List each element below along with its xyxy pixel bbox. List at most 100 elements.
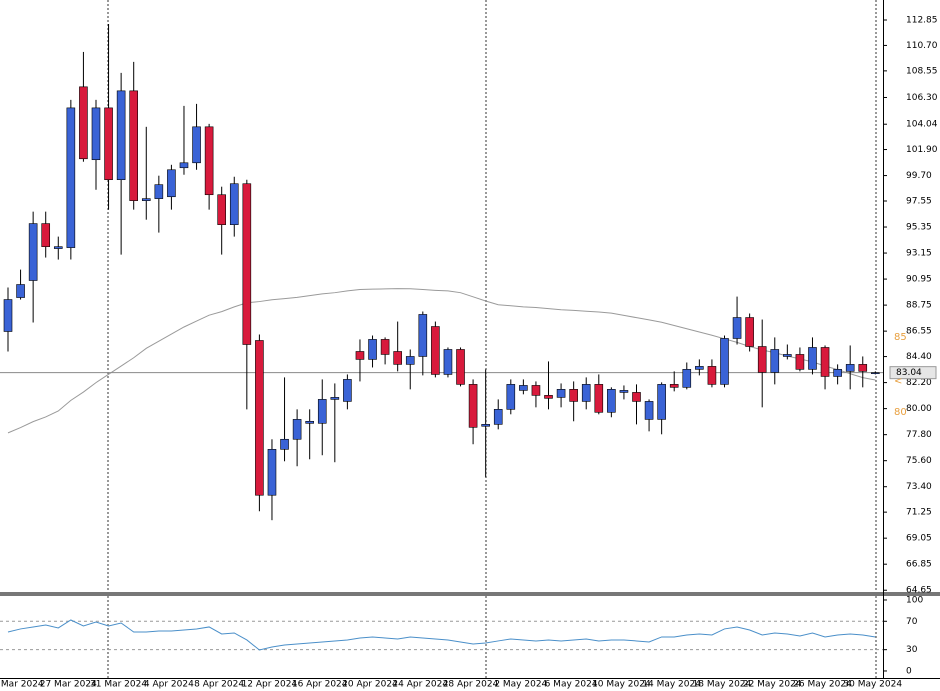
y-tick-label: 95.35 (906, 223, 932, 233)
y-tick-label: 110.70 (906, 41, 938, 51)
candle-body (732, 317, 742, 339)
candle-body (657, 384, 666, 420)
y-tick-label: 100 (906, 595, 923, 605)
candle-body (393, 351, 402, 365)
candle-body (757, 346, 767, 373)
candle-body (707, 366, 717, 385)
candle-body (280, 438, 289, 450)
candle-body (443, 349, 453, 375)
x-tick-label: 2 May 2024 (494, 680, 547, 690)
candle-body (217, 194, 226, 225)
candle-body (644, 401, 654, 420)
candle-body (833, 369, 842, 377)
y-tick-label: 77.80 (906, 430, 932, 440)
candle-body (619, 390, 629, 393)
candle-body (632, 392, 641, 402)
y-tick-label: 97.55 (906, 197, 932, 207)
y-tick-label: 0 (906, 666, 912, 676)
candle-body (871, 372, 880, 374)
candle-body (669, 384, 679, 388)
x-tick-label: 4 Apr 2024 (144, 680, 194, 690)
candle-body (104, 107, 113, 181)
candle-body (16, 284, 25, 298)
candle-body (506, 384, 516, 410)
candle-body (66, 107, 76, 248)
candle-body (418, 314, 428, 357)
candle-body (343, 379, 352, 402)
x-tick-label: 18 May 2024 (693, 680, 752, 690)
candle-body (431, 326, 440, 375)
candle-body (594, 384, 604, 413)
candle-body (317, 399, 327, 424)
y-tick-label: 104.04 (906, 120, 938, 130)
y-tick-label: 73.40 (906, 482, 932, 492)
candle-body (531, 385, 541, 396)
candle-body (695, 366, 704, 370)
candle-body (519, 385, 528, 391)
y-tick-label: 101.90 (906, 145, 938, 155)
candle-body (129, 90, 138, 201)
y-tick-label: 108.55 (906, 66, 938, 76)
candle-body (179, 162, 189, 169)
candle-body (3, 299, 13, 332)
x-tick-label: 28 Apr 2024 (443, 680, 499, 690)
candle-body (770, 349, 780, 373)
candle-body (154, 184, 164, 199)
y-tick-label: 112.85 (906, 15, 938, 25)
moving-average (7, 288, 876, 434)
candle-body (556, 389, 566, 398)
candle-body (581, 384, 591, 402)
candle-body (745, 317, 754, 347)
last-price-box (889, 366, 937, 380)
candle-body (544, 395, 553, 399)
candle-body (305, 420, 314, 424)
candle-body (141, 198, 151, 201)
x-tick-label: 14 May 2024 (642, 680, 701, 690)
candle-body (783, 354, 792, 357)
panel-separator (0, 592, 940, 596)
candle-body (468, 384, 478, 428)
candle-body (493, 409, 503, 425)
candle-body (229, 183, 239, 225)
y-tick-label: 66.85 (906, 560, 932, 570)
y-tick-label: 84.40 (906, 352, 932, 362)
x-tick-label: 10 May 2024 (592, 680, 651, 690)
candle-body (53, 246, 63, 249)
x-tick-label: 6 May 2024 (545, 680, 598, 690)
candle-body (845, 364, 855, 372)
x-tick-label: 12 Apr 2024 (242, 680, 298, 690)
candle-body (368, 339, 377, 360)
y-tick-label: 106.30 (906, 93, 938, 103)
y-tick-label: 70 (906, 617, 918, 627)
y-tick-label: 71.25 (906, 508, 932, 518)
y-tick-label: 99.70 (906, 171, 932, 181)
candle-body (167, 169, 176, 198)
y-tick-label: 64.65 (906, 586, 932, 596)
x-tick-label: 3 Mar 2024 (0, 680, 44, 690)
x-tick-label: 20 Apr 2024 (342, 680, 398, 690)
y-tick-label: 88.75 (906, 301, 932, 311)
candle-body (795, 354, 805, 370)
candle-body (255, 340, 264, 496)
x-tick-label: 24 Apr 2024 (392, 680, 448, 690)
x-tick-label: 16 Apr 2024 (292, 680, 348, 690)
candle-body (292, 419, 302, 440)
candle-body (355, 351, 365, 360)
candle-body (380, 339, 390, 355)
candle-body (569, 389, 578, 402)
y-tick-label: 75.60 (906, 456, 932, 466)
level-annotation: 80 (894, 407, 907, 418)
candle-body (41, 223, 51, 247)
candle-body (456, 349, 465, 385)
y-tick-label: 93.15 (906, 249, 932, 259)
candle-body (481, 424, 490, 427)
x-tick-label: 22 May 2024 (743, 680, 802, 690)
x-tick-label: 8 Apr 2024 (194, 680, 244, 690)
candle-body (820, 347, 830, 377)
candle-body (720, 338, 729, 385)
y-tick-label: 86.55 (906, 327, 932, 337)
y-tick-label: 90.95 (906, 275, 932, 285)
y-tick-label: 30 (906, 645, 918, 655)
